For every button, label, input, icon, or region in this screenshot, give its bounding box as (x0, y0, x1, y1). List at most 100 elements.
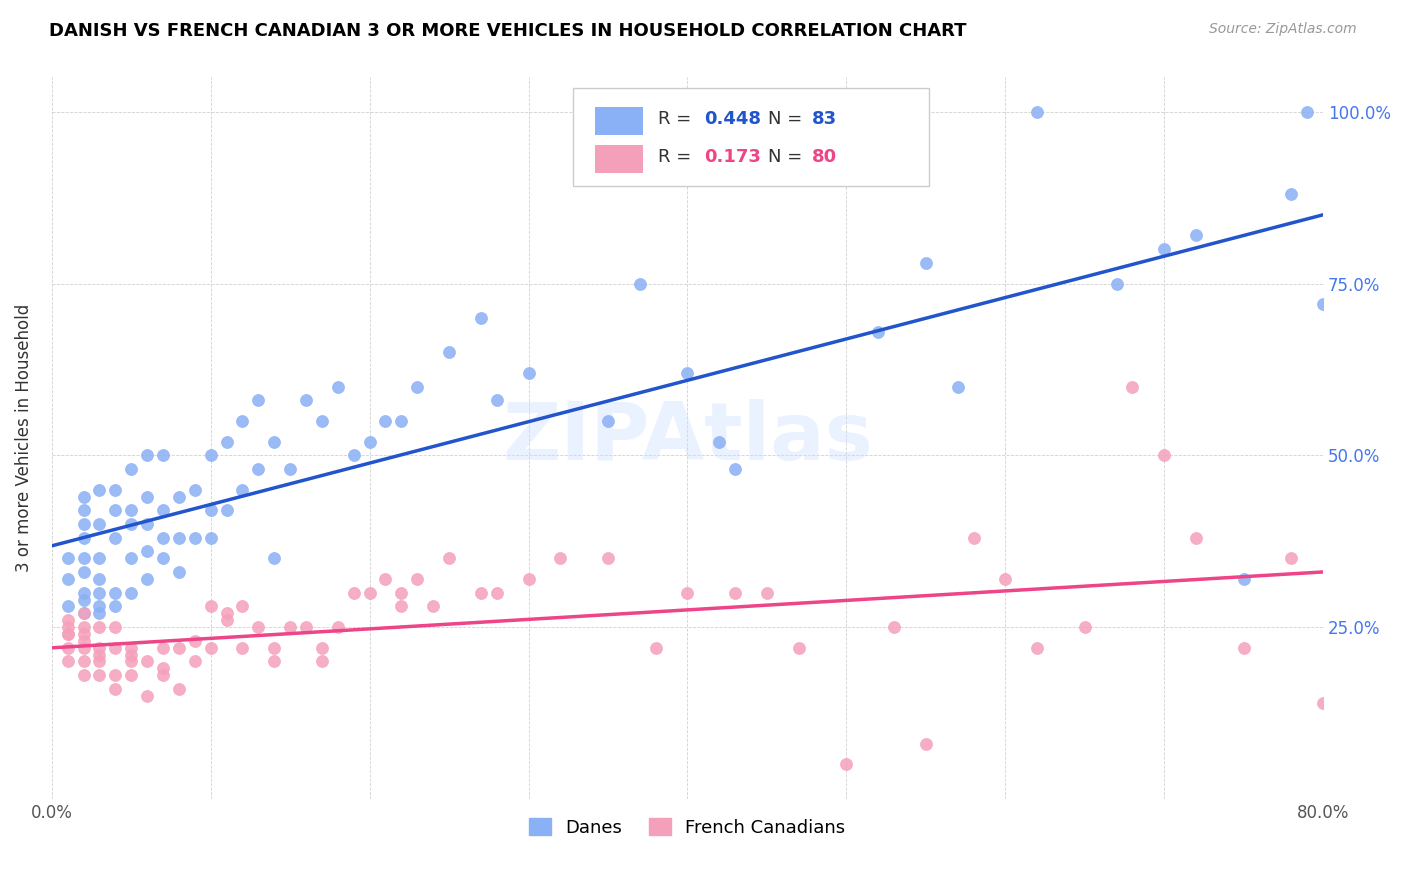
Point (962, 531, 984, 545)
Point (104, 681, 127, 696)
Point (200, 503, 222, 517)
Point (311, 414, 333, 428)
Point (167, 681, 190, 696)
Point (200, 448, 222, 462)
Point (389, 414, 412, 428)
Bar (595, 145, 643, 173)
Point (56, 620, 79, 634)
Point (72, 640, 94, 655)
Point (72, 592, 94, 607)
Point (152, 448, 174, 462)
Point (104, 585, 127, 599)
Point (470, 310, 492, 325)
Point (1153, 448, 1175, 462)
Point (1153, 242, 1175, 256)
Text: N =: N = (768, 110, 807, 128)
Point (89, 640, 111, 655)
Point (215, 503, 238, 517)
Point (56, 599, 79, 614)
Text: 0.448: 0.448 (704, 110, 761, 128)
Point (104, 668, 127, 682)
Point (755, 585, 778, 599)
Point (946, 379, 969, 393)
Point (72, 627, 94, 641)
Point (72, 503, 94, 517)
Point (167, 565, 190, 579)
Text: 0.173: 0.173 (704, 148, 761, 166)
Text: ZIPAtlas: ZIPAtlas (502, 399, 873, 477)
Point (359, 434, 381, 449)
Point (596, 551, 619, 566)
Legend: Danes, French Canadians: Danes, French Canadians (522, 811, 853, 844)
Point (89, 599, 111, 614)
Point (89, 648, 111, 662)
Point (136, 448, 159, 462)
Point (56, 655, 79, 669)
Point (787, 640, 810, 655)
Point (517, 366, 540, 380)
Point (56, 627, 79, 641)
Point (1026, 640, 1049, 655)
Point (120, 462, 142, 476)
Point (136, 544, 159, 558)
Point (215, 607, 238, 621)
Point (247, 462, 270, 476)
Point (215, 613, 238, 627)
Point (835, 757, 858, 772)
Point (184, 655, 207, 669)
Point (437, 345, 460, 359)
Point (56, 551, 79, 566)
Point (104, 531, 127, 545)
Point (104, 599, 127, 614)
Point (120, 655, 142, 669)
Point (72, 585, 94, 599)
Point (72, 655, 94, 669)
Point (152, 551, 174, 566)
Text: N =: N = (768, 148, 807, 166)
Point (56, 627, 79, 641)
Point (1233, 572, 1256, 586)
Point (247, 620, 270, 634)
Point (120, 648, 142, 662)
Point (247, 393, 270, 408)
Point (676, 585, 699, 599)
Point (485, 585, 508, 599)
Point (56, 572, 79, 586)
Point (470, 585, 492, 599)
Point (278, 462, 301, 476)
Point (167, 490, 190, 504)
Point (422, 599, 444, 614)
Point (89, 585, 111, 599)
Point (1185, 531, 1208, 545)
Point (724, 462, 747, 476)
Point (152, 531, 174, 545)
Point (1296, 104, 1319, 119)
Text: 80: 80 (813, 148, 837, 166)
Point (311, 655, 333, 669)
Point (1233, 640, 1256, 655)
Text: R =: R = (658, 110, 697, 128)
Point (295, 393, 318, 408)
Point (72, 668, 94, 682)
Text: Source: ZipAtlas.com: Source: ZipAtlas.com (1209, 22, 1357, 37)
Point (231, 599, 253, 614)
Point (200, 640, 222, 655)
Point (1185, 228, 1208, 243)
Point (676, 366, 699, 380)
Point (311, 640, 333, 655)
Point (1026, 104, 1049, 119)
Point (389, 599, 412, 614)
Point (343, 448, 366, 462)
Point (184, 483, 207, 497)
Point (406, 379, 429, 393)
Y-axis label: 3 or more Vehicles in Household: 3 or more Vehicles in Household (15, 304, 32, 573)
Text: DANISH VS FRENCH CANADIAN 3 OR MORE VEHICLES IN HOUSEHOLD CORRELATION CHART: DANISH VS FRENCH CANADIAN 3 OR MORE VEHI… (49, 22, 967, 40)
Point (295, 620, 318, 634)
Point (883, 620, 905, 634)
Point (72, 633, 94, 648)
Point (596, 414, 619, 428)
Bar (595, 107, 643, 135)
Point (136, 490, 159, 504)
Point (72, 531, 94, 545)
Point (1279, 551, 1302, 566)
